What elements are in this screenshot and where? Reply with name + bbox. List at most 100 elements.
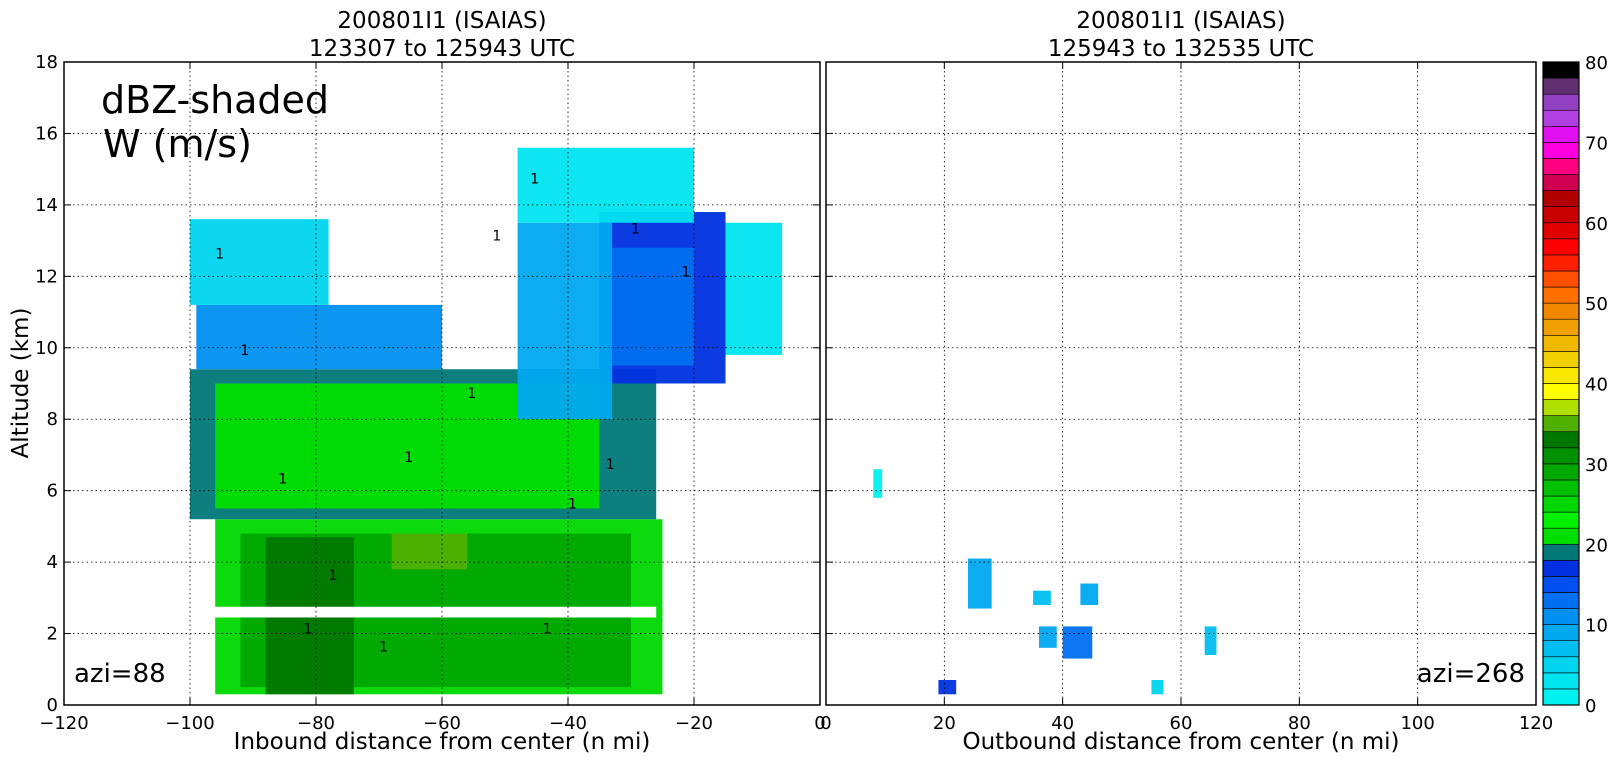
colorbar-bin xyxy=(1542,399,1580,416)
left-x-tick-label: −120 xyxy=(39,713,88,734)
right-reflectivity-cell xyxy=(1080,583,1099,605)
left-reflectivity-cell xyxy=(517,147,694,223)
right-x-tick-label: 80 xyxy=(1288,713,1311,734)
left-y-tick-label: 10 xyxy=(35,338,58,359)
left-y-axis-label: Altitude (km) xyxy=(8,308,34,459)
right-azimuth-label: azi=268 xyxy=(1417,659,1525,689)
contour-label: 1 xyxy=(379,639,388,655)
colorbar-ticks: 0 10 20 30 40 50 60 70 80 xyxy=(1585,53,1608,717)
left-x-tick-label: −60 xyxy=(423,713,461,734)
colorbar-tick-label: 30 xyxy=(1585,455,1608,476)
colorbar-tick-label: 80 xyxy=(1585,53,1608,74)
right-x-tick-label: 100 xyxy=(1400,713,1434,734)
left-title-line1: 200801I1 (ISAIAS) xyxy=(337,8,546,34)
colorbar-tick-label: 60 xyxy=(1585,214,1608,235)
left-y-tick-label: 18 xyxy=(35,52,58,73)
colorbar-bin xyxy=(1542,318,1580,336)
right-y-ticks xyxy=(826,61,1536,706)
colorbar-bin xyxy=(1542,479,1580,497)
data-gap-band xyxy=(208,606,657,618)
right-reflectivity-cell xyxy=(873,469,883,498)
colorbar-tick-label: 20 xyxy=(1585,535,1608,556)
left-reflectivity-cell xyxy=(725,222,783,355)
contour-label: 1 xyxy=(240,343,249,359)
left-title-line2: 123307 to 125943 UTC xyxy=(309,36,575,62)
right-plot-area xyxy=(873,469,1217,695)
right-x-tick-label: 120 xyxy=(1519,713,1553,734)
contour-label: 1 xyxy=(568,497,577,513)
colorbar-tick-label: 0 xyxy=(1585,696,1596,717)
colorbar-bin xyxy=(1542,640,1580,658)
left-reflectivity-cell xyxy=(517,222,613,420)
colorbar-bin xyxy=(1542,93,1580,111)
contour-label: 1 xyxy=(215,246,224,262)
right-x-tick-label: 0 xyxy=(820,713,831,734)
contour-label: 1 xyxy=(278,472,287,488)
annotation-w-ms: W (m/s) xyxy=(103,122,252,166)
annotation-dbz-shaded: dBZ-shaded xyxy=(101,78,329,122)
left-x-tick-label: −100 xyxy=(165,713,214,734)
colorbar-bin xyxy=(1542,126,1580,143)
right-x-ticks: 0 20 40 60 80 100 120 xyxy=(820,62,1553,734)
colorbar-bin xyxy=(1542,592,1580,609)
colorbar-bin xyxy=(1542,624,1580,642)
colorbar-bin xyxy=(1542,109,1580,127)
right-reflectivity-cell xyxy=(968,558,992,609)
left-y-ticks: 0 2 4 6 8 10 12 14 16 18 xyxy=(35,52,820,716)
colorbar-frame xyxy=(1542,61,1580,706)
colorbar-bin xyxy=(1542,61,1580,79)
colorbar-bin xyxy=(1542,206,1580,224)
colorbar-bin xyxy=(1542,431,1580,449)
left-y-tick-label: 2 xyxy=(47,624,58,645)
colorbar-bin xyxy=(1542,543,1580,561)
left-reflectivity-cell xyxy=(391,533,468,570)
colorbar-bin xyxy=(1542,447,1580,465)
left-x-tick-label: −80 xyxy=(297,713,335,734)
contour-label: 1 xyxy=(492,229,501,245)
left-x-tick-label: −20 xyxy=(675,713,713,734)
colorbar-bin xyxy=(1542,576,1580,593)
colorbar-tick-label: 50 xyxy=(1585,294,1608,315)
colorbar-bin xyxy=(1542,302,1580,320)
left-x-tick-label: 0 xyxy=(814,713,825,734)
colorbar-bin xyxy=(1542,351,1580,368)
colorbar-bin xyxy=(1542,238,1580,256)
colorbar-bin xyxy=(1542,463,1580,481)
colorbar-bin xyxy=(1542,367,1580,384)
right-title-line2: 125943 to 132535 UTC xyxy=(1048,36,1314,62)
contour-label: 1 xyxy=(530,171,539,187)
colorbar-bin xyxy=(1542,415,1580,433)
colorbar-bin xyxy=(1542,334,1580,352)
contour-label: 1 xyxy=(631,221,640,237)
colorbar: 0 10 20 30 40 50 60 70 80 xyxy=(1542,53,1608,717)
right-reflectivity-cell xyxy=(938,679,957,695)
contour-label: 1 xyxy=(681,264,690,280)
right-x-axis-label: Outbound distance from center (n mi) xyxy=(963,729,1400,755)
left-y-tick-label: 12 xyxy=(35,266,58,287)
colorbar-bin xyxy=(1542,77,1580,95)
right-reflectivity-cell xyxy=(1151,679,1164,695)
right-x-tick-label: 60 xyxy=(1170,713,1193,734)
colorbar-bin xyxy=(1542,511,1580,529)
right-panel: 0 20 40 60 80 100 120 200801I1 (ISAIAS) 125943… xyxy=(820,8,1553,755)
contour-label: 1 xyxy=(467,386,476,402)
right-x-tick-label: 40 xyxy=(1051,713,1074,734)
colorbar-bin xyxy=(1542,286,1580,304)
left-panel: 1 1 1 1 1 1 1 1 1 1 1 1 1 1 1 −120 −100 −80 −60 −40 −20 0 0 2… xyxy=(8,8,826,755)
left-x-ticks: −120 −100 −80 −60 −40 −20 0 xyxy=(39,62,826,734)
left-reflectivity-cell xyxy=(612,247,694,366)
contour-label: 1 xyxy=(606,457,615,473)
colorbar-bin xyxy=(1542,190,1580,207)
colorbar-bins xyxy=(1542,61,1580,706)
right-reflectivity-cell xyxy=(1039,626,1057,648)
colorbar-bin xyxy=(1542,656,1580,674)
colorbar-bin xyxy=(1542,270,1580,288)
colorbar-bin xyxy=(1542,174,1580,191)
contour-label: 1 xyxy=(329,568,338,584)
contour-label: 1 xyxy=(543,622,552,638)
colorbar-bin xyxy=(1542,383,1580,400)
colorbar-bin xyxy=(1542,672,1580,690)
left-y-tick-label: 0 xyxy=(47,695,58,716)
right-grid xyxy=(826,62,1536,705)
